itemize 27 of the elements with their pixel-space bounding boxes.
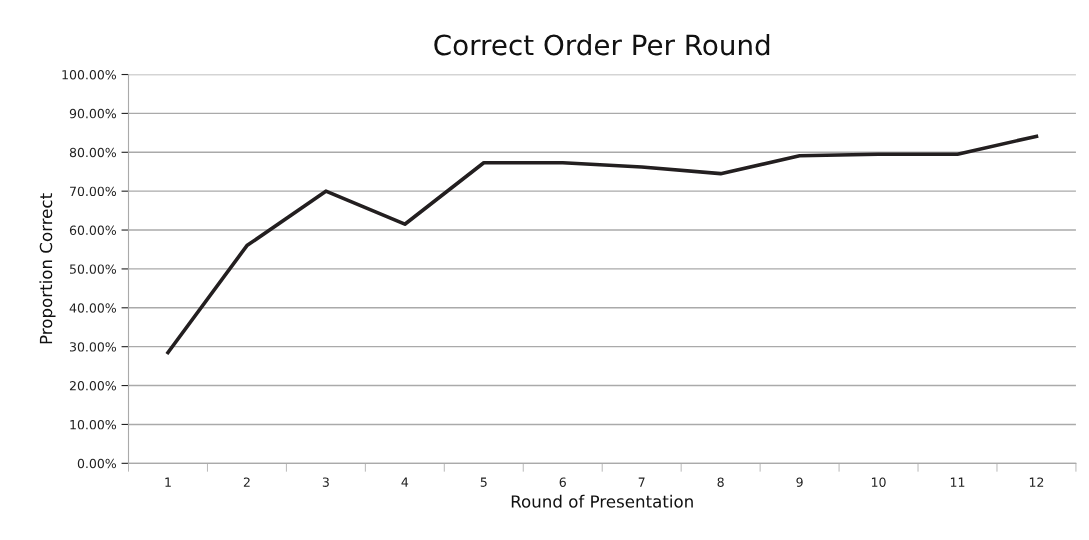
x-tick-label: 4 <box>401 477 409 487</box>
x-tick-label: 6 <box>559 477 566 487</box>
y-tick-label: 70.00% <box>70 186 117 197</box>
x-tick-label: 12 <box>1029 477 1044 487</box>
y-tick-label: 30.00% <box>69 342 117 352</box>
y-tick-label: 0.00% <box>77 458 117 469</box>
y-tick-label: 90.00% <box>69 108 117 119</box>
x-tick-label: 7 <box>638 477 645 487</box>
y-tick-label: 10.00% <box>70 419 117 430</box>
x-tick-label: 9 <box>796 477 803 487</box>
y-tick-label: 50.00% <box>70 264 117 274</box>
y-axis-title: Proportion Correct <box>39 193 56 344</box>
x-tick-label: 10 <box>871 477 886 487</box>
chart-title: Correct Order Per Round <box>434 33 770 56</box>
y-tick-label: 80.00% <box>69 147 117 158</box>
line-series <box>166 134 1039 355</box>
x-tick-label: 11 <box>950 477 965 487</box>
y-tick-label: 60.00% <box>69 225 117 235</box>
x-tick-label: 2 <box>243 477 250 487</box>
x-tick-label: 5 <box>480 477 487 487</box>
y-tick-label: 100.00% <box>62 69 117 80</box>
x-tick-label: 8 <box>717 477 724 487</box>
y-tick-label: 20.00% <box>69 381 117 391</box>
y-tick-label: 40.00% <box>69 303 117 313</box>
x-axis-title: Round of Presentation <box>511 494 693 508</box>
x-tick-label: 1 <box>165 477 171 487</box>
x-tick-label: 3 <box>322 477 329 487</box>
